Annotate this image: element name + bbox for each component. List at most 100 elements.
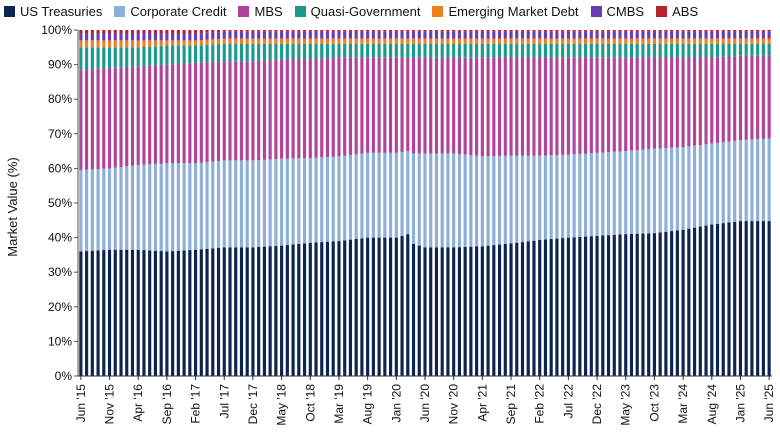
bar-segment bbox=[555, 155, 559, 239]
bar-segment bbox=[509, 30, 513, 32]
bar-segment bbox=[182, 163, 186, 251]
bar-segment bbox=[136, 33, 140, 41]
bar-segment bbox=[618, 57, 622, 152]
bar-segment bbox=[325, 43, 330, 59]
bar-segment bbox=[710, 31, 714, 39]
bar-segment bbox=[733, 31, 737, 39]
bar-segment bbox=[90, 169, 94, 251]
bar-segment bbox=[721, 56, 725, 143]
bar-segment bbox=[389, 237, 393, 376]
bar-segment bbox=[285, 31, 289, 39]
bar-segment bbox=[96, 68, 100, 170]
bar-segment bbox=[492, 57, 496, 157]
bar-segment bbox=[394, 237, 398, 376]
bar-segment bbox=[727, 222, 731, 376]
bar-segment bbox=[555, 31, 559, 39]
bar-segment bbox=[727, 38, 731, 44]
bar-segment bbox=[429, 43, 433, 58]
bar-segment bbox=[543, 155, 548, 240]
x-tick-label: Jun '20 bbox=[418, 384, 432, 423]
bar-segment bbox=[492, 31, 496, 39]
bar-segment bbox=[664, 148, 668, 232]
bar-segment bbox=[543, 38, 548, 44]
bar-segment bbox=[406, 151, 410, 235]
bar-segment bbox=[297, 38, 301, 44]
bar-segment bbox=[85, 169, 89, 252]
bar-segment bbox=[606, 30, 611, 32]
bar-segment bbox=[182, 40, 186, 46]
bar-segment bbox=[710, 143, 714, 225]
bar-segment bbox=[549, 30, 553, 32]
bar-segment bbox=[520, 38, 525, 44]
bar-segment bbox=[618, 38, 622, 44]
bar-segment bbox=[234, 43, 238, 62]
bar-segment bbox=[698, 144, 702, 227]
bar-segment bbox=[302, 31, 307, 39]
bar-segment bbox=[480, 31, 484, 39]
bar-segment bbox=[543, 43, 548, 58]
bar-segment bbox=[572, 43, 576, 58]
legend-item: Emerging Market Debt bbox=[432, 4, 579, 19]
bar-segment bbox=[366, 38, 370, 44]
x-tick-label: Jul '22 bbox=[561, 384, 575, 419]
bar-segment bbox=[153, 250, 157, 376]
bar-segment bbox=[515, 155, 519, 243]
bar-segment bbox=[578, 38, 582, 44]
bar-segment bbox=[400, 151, 404, 236]
bar-segment bbox=[452, 57, 456, 154]
bar-segment bbox=[102, 250, 106, 376]
bar-segment bbox=[457, 30, 461, 32]
bar-segment bbox=[612, 151, 616, 235]
bar-segment bbox=[452, 153, 456, 248]
bar-segment bbox=[704, 38, 708, 44]
bar-segment bbox=[337, 57, 341, 157]
bar-segment bbox=[205, 30, 209, 33]
bar-segment bbox=[222, 61, 226, 161]
bar-segment bbox=[245, 31, 249, 39]
bar-segment bbox=[429, 38, 433, 44]
bar-segment bbox=[635, 43, 639, 58]
bar-segment bbox=[159, 64, 163, 164]
bar-segment bbox=[228, 61, 232, 161]
x-tick-label: Jan '20 bbox=[389, 384, 403, 423]
bar-segment bbox=[767, 55, 771, 139]
bar-segment bbox=[446, 247, 450, 376]
bar-segment bbox=[314, 30, 318, 32]
bar-segment bbox=[377, 30, 381, 32]
bar-segment bbox=[538, 31, 542, 39]
bar-segment bbox=[188, 63, 192, 164]
bar-segment bbox=[469, 155, 473, 247]
bar-segment bbox=[302, 59, 307, 159]
bar-segment bbox=[452, 30, 456, 32]
bar-segment bbox=[148, 250, 152, 376]
bar-segment bbox=[509, 43, 513, 58]
bar-segment bbox=[761, 138, 765, 222]
bar-segment bbox=[670, 30, 674, 32]
bar-segment bbox=[601, 31, 605, 39]
bar-segment bbox=[331, 58, 335, 157]
y-tick-label: 100% bbox=[41, 23, 72, 37]
bar-segment bbox=[761, 221, 765, 376]
x-tick-label: Oct '23 bbox=[647, 384, 661, 422]
bar-segment bbox=[538, 240, 542, 376]
bar-segment bbox=[234, 61, 238, 161]
bar-segment bbox=[698, 226, 702, 376]
bar-segment bbox=[756, 139, 760, 222]
bar-segment bbox=[532, 38, 536, 44]
axes-layer: 0% 10% 20% 30% 40% 50% 60% 70% 80% 90% 100% Jun '15… bbox=[41, 23, 776, 426]
bar-segment bbox=[314, 157, 318, 243]
bar-segment bbox=[658, 148, 662, 233]
bar-segment bbox=[343, 43, 347, 58]
bar-segment bbox=[119, 249, 123, 376]
bar-segment bbox=[320, 31, 324, 39]
bar-segment bbox=[698, 57, 702, 145]
bar-segment bbox=[727, 30, 731, 32]
bar-segment bbox=[411, 243, 416, 376]
bar-segment bbox=[767, 221, 771, 376]
bar-segment bbox=[486, 57, 490, 157]
bar-segment bbox=[692, 31, 697, 39]
bar-segment bbox=[222, 43, 226, 62]
bar-segment bbox=[85, 251, 89, 376]
bar-segment bbox=[411, 153, 416, 244]
bar-segment bbox=[354, 38, 358, 44]
